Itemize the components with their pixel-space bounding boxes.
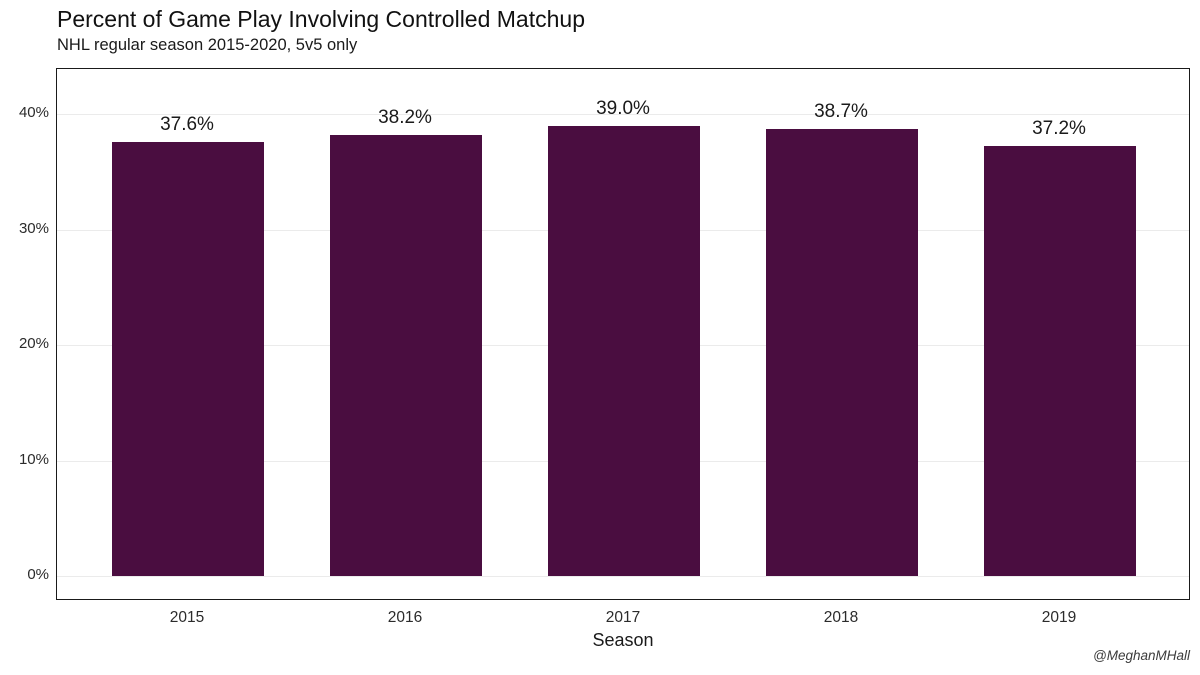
y-tick-label-40%: 40% — [18, 104, 49, 121]
chart-subtitle: NHL regular season 2015-2020, 5v5 only — [57, 36, 358, 54]
bar-value-label-2015: 37.6% — [160, 113, 214, 135]
x-axis-title: Season — [592, 630, 654, 650]
y-tick-label-0%: 0% — [27, 566, 49, 583]
y-tick-label-20%: 20% — [18, 335, 49, 352]
y-tick-label-30%: 30% — [18, 219, 49, 237]
bar-value-label-2018: 38.7% — [814, 101, 868, 122]
x-tick-label-2015: 2015 — [169, 609, 205, 626]
x-tick-label-2017: 2017 — [605, 609, 641, 626]
bar-value-label-2017: 39.0% — [596, 97, 650, 119]
plot-panel — [56, 68, 1190, 600]
x-tick-label-2019: 2019 — [1041, 609, 1077, 626]
x-tick-label-2018: 2018 — [823, 609, 859, 626]
gridline-40 — [57, 114, 1189, 115]
bar-2016 — [330, 134, 482, 576]
bar-2019 — [984, 146, 1136, 576]
x-tick-label-2016: 2016 — [387, 609, 423, 626]
gridline-0 — [57, 576, 1189, 577]
y-tick-label-10%: 10% — [18, 450, 49, 468]
bar-value-label-2016: 38.2% — [378, 106, 432, 128]
bar-2018 — [766, 129, 918, 576]
attribution-caption: @MeghanMHall — [1093, 648, 1190, 663]
bar-value-label-2019: 37.2% — [1032, 118, 1086, 140]
bar-2017 — [548, 125, 700, 576]
chart-title: Percent of Game Play Involving Controlle… — [57, 6, 585, 32]
bar-2015 — [112, 141, 264, 576]
